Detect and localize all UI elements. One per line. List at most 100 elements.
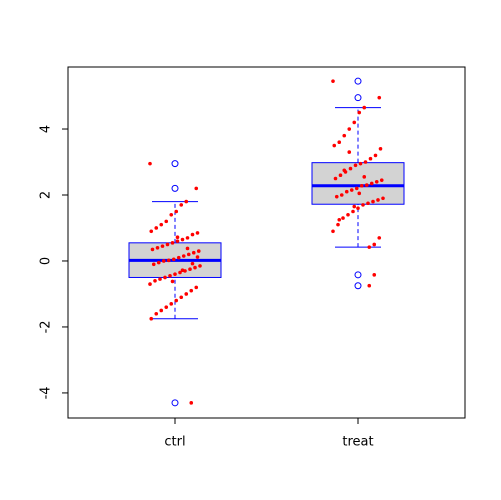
- data-point: [364, 183, 369, 187]
- data-point: [337, 217, 342, 222]
- data-point: [164, 219, 169, 224]
- data-point: [193, 265, 197, 270]
- data-point: [189, 288, 194, 293]
- data-point: [338, 173, 343, 178]
- data-point: [149, 229, 154, 234]
- data-point: [170, 241, 175, 245]
- data-point: [376, 198, 380, 202]
- data-point: [171, 257, 176, 262]
- data-point: [190, 261, 195, 266]
- data-point: [176, 255, 181, 260]
- data-point: [346, 212, 350, 217]
- data-point: [358, 161, 363, 166]
- data-point: [175, 239, 180, 243]
- data-point: [155, 245, 160, 250]
- data-point: [344, 189, 349, 194]
- data-point: [367, 283, 372, 288]
- data-point: [159, 308, 164, 313]
- data-point: [334, 194, 339, 199]
- y-tick-label: 2: [39, 191, 54, 199]
- data-point: [181, 254, 186, 258]
- data-point: [372, 273, 377, 277]
- data-point: [377, 236, 382, 240]
- data-point: [356, 206, 360, 210]
- data-point: [352, 204, 357, 209]
- data-point: [169, 302, 174, 306]
- data-point: [332, 143, 337, 148]
- outlier: [171, 184, 179, 192]
- y-tick-label: 0: [39, 257, 54, 265]
- data-point: [367, 245, 372, 249]
- data-point: [184, 292, 189, 296]
- data-point: [180, 268, 185, 273]
- data-point: [149, 316, 154, 321]
- outlier: [354, 94, 362, 102]
- data-point: [377, 95, 382, 100]
- data-point: [179, 203, 184, 207]
- x-tick-label: ctrl: [164, 435, 185, 450]
- data-point: [366, 201, 370, 206]
- data-point: [186, 252, 191, 257]
- data-point: [349, 188, 354, 192]
- data-point: [331, 229, 335, 234]
- data-point: [331, 79, 335, 83]
- data-point: [195, 231, 200, 235]
- box: [311, 162, 405, 205]
- data-point: [357, 191, 362, 196]
- outlier: [354, 271, 362, 279]
- data-point: [373, 153, 378, 158]
- data-point: [154, 311, 159, 316]
- data-point: [342, 168, 347, 173]
- data-point: [178, 270, 182, 275]
- data-point: [164, 305, 169, 309]
- data-point: [148, 161, 152, 166]
- outlier: [354, 282, 362, 290]
- data-point: [185, 236, 190, 240]
- data-point: [359, 183, 364, 188]
- data-point: [352, 120, 357, 125]
- y-tick-label: 4: [39, 125, 54, 133]
- data-point: [339, 193, 344, 197]
- data-point: [151, 262, 156, 267]
- plot-frame: [67, 66, 466, 419]
- data-point: [153, 278, 157, 283]
- data-point: [354, 186, 359, 191]
- data-point: [191, 250, 196, 255]
- data-point: [163, 275, 167, 280]
- data-point: [363, 160, 368, 164]
- data-point: [348, 166, 353, 171]
- data-point: [185, 246, 190, 251]
- data-point: [368, 156, 373, 161]
- data-point: [337, 140, 342, 145]
- data-point: [196, 249, 201, 253]
- y-tick-label: -2: [39, 320, 54, 333]
- data-point: [179, 295, 184, 300]
- x-tick-label: treat: [342, 435, 373, 450]
- data-point: [378, 147, 383, 151]
- data-point: [160, 244, 165, 248]
- data-point: [351, 209, 355, 214]
- data-point: [198, 264, 202, 268]
- y-tick-label: -4: [39, 386, 54, 399]
- data-point: [165, 242, 170, 247]
- data-point: [195, 255, 200, 259]
- data-point: [194, 186, 199, 191]
- data-point: [188, 267, 192, 272]
- data-point: [150, 247, 155, 252]
- data-point: [161, 259, 166, 263]
- data-point: [174, 209, 179, 214]
- data-point: [362, 105, 367, 110]
- data-point: [175, 235, 180, 240]
- data-point: [372, 242, 377, 247]
- data-point: [369, 181, 374, 186]
- data-point: [154, 226, 159, 230]
- data-point: [168, 274, 172, 278]
- data-point: [341, 216, 345, 220]
- data-point: [362, 175, 367, 179]
- data-point: [180, 237, 185, 242]
- data-point: [361, 203, 365, 207]
- data-point: [159, 222, 164, 227]
- data-point: [347, 150, 352, 154]
- outlier: [171, 160, 179, 168]
